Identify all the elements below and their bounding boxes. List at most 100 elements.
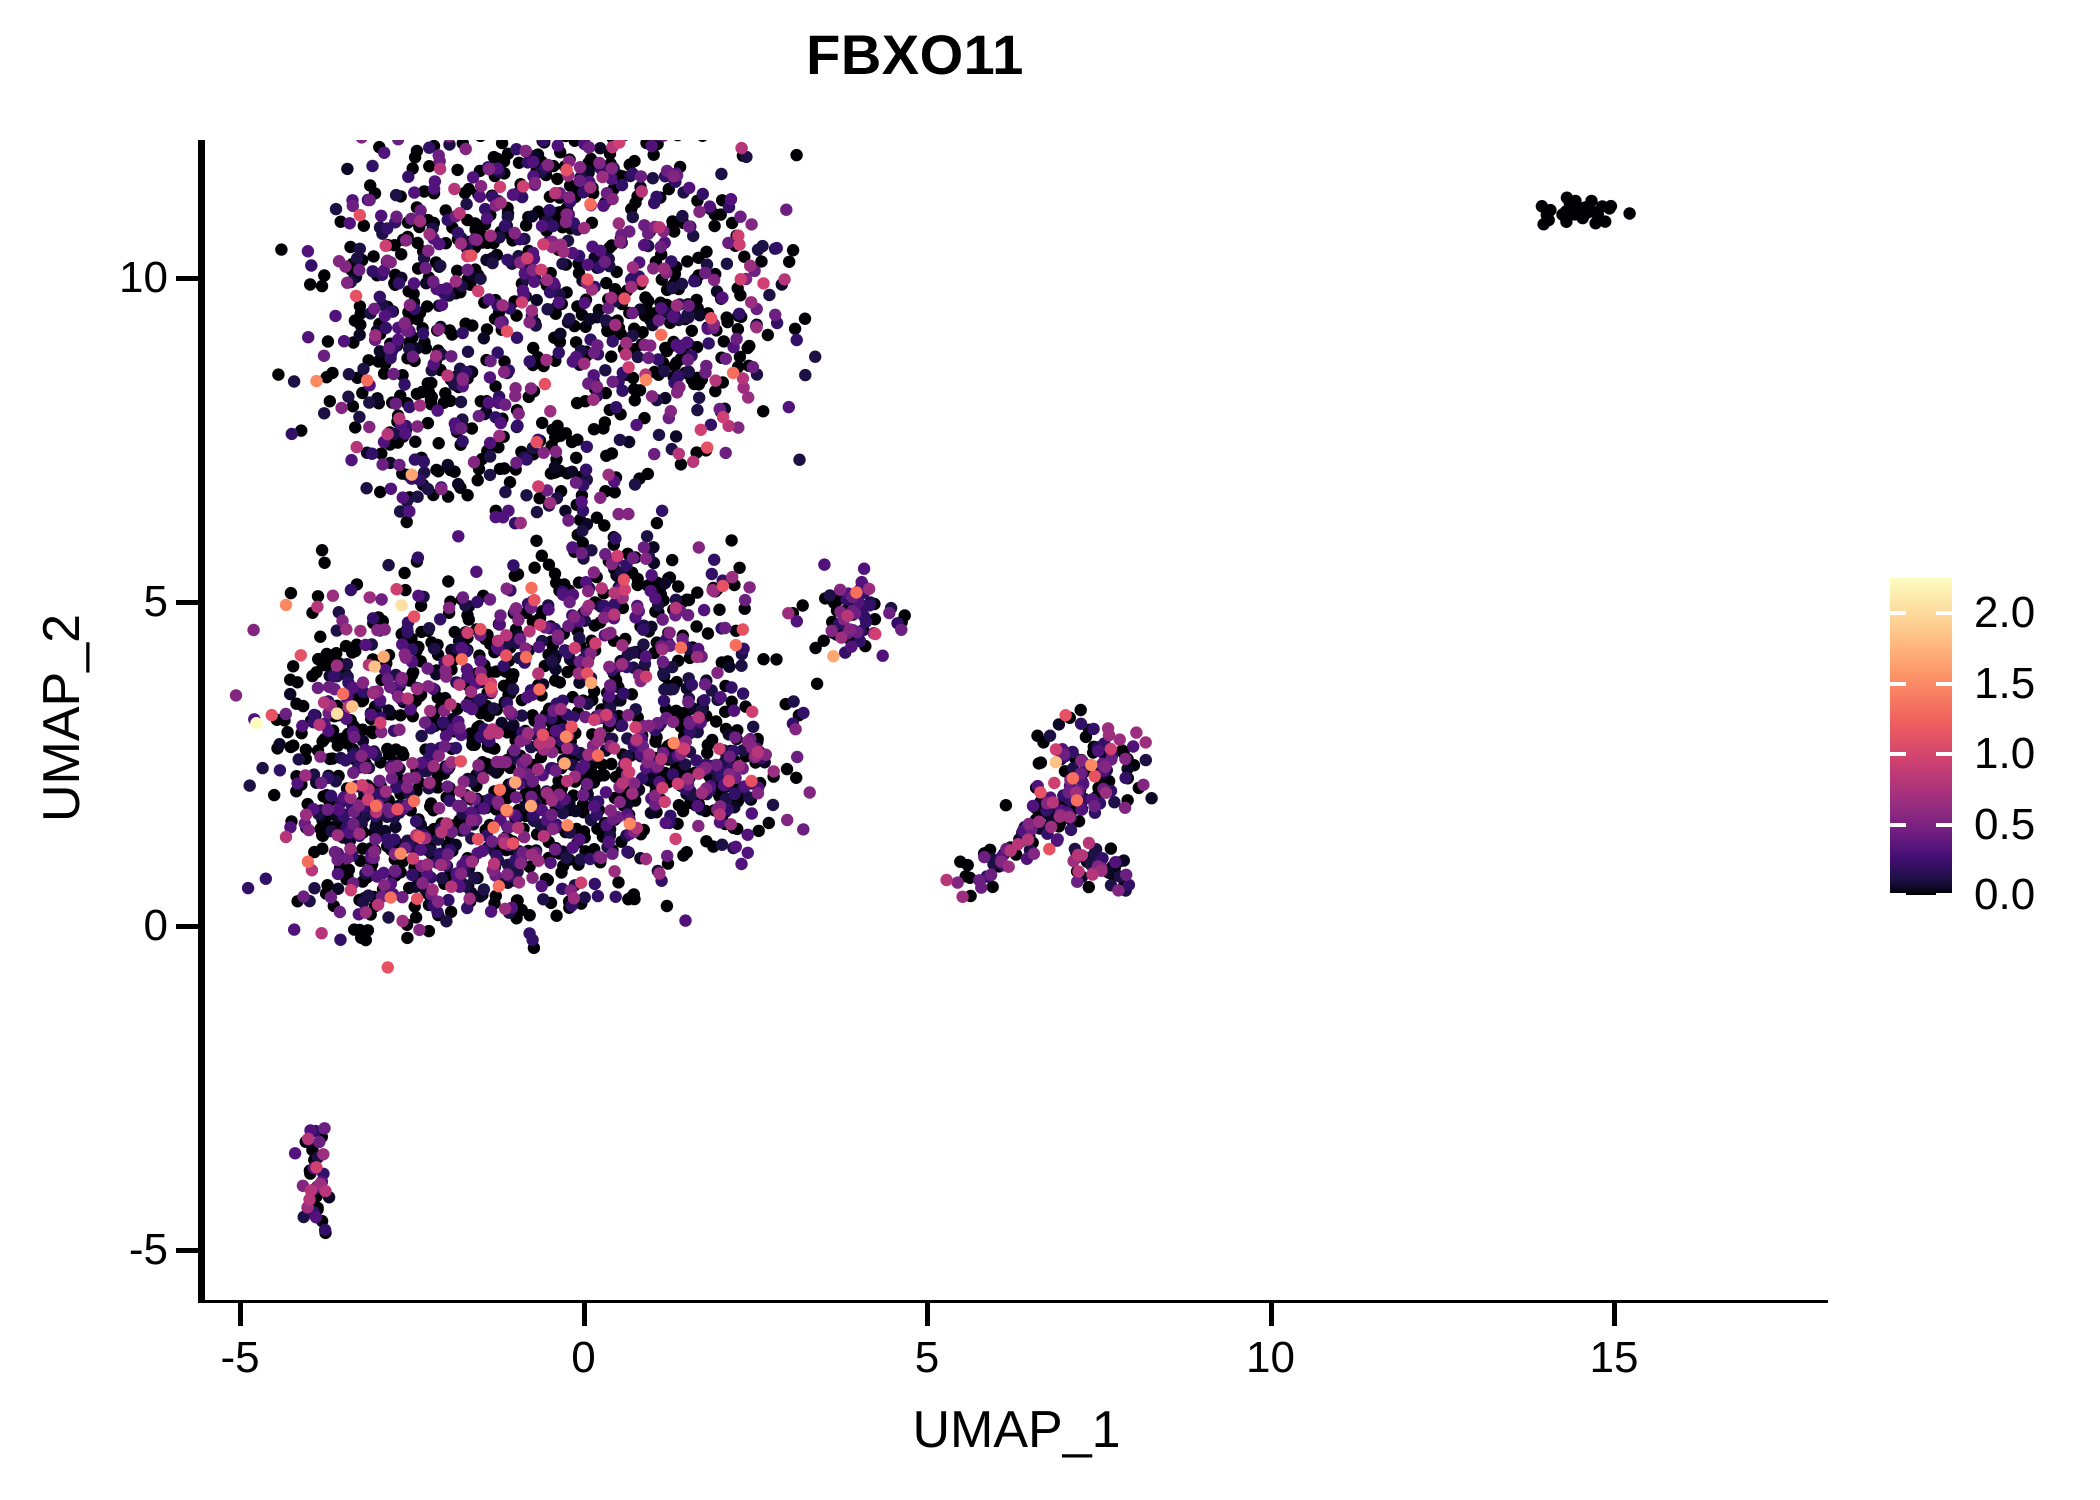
scatter-point: [304, 278, 317, 291]
scatter-point: [649, 798, 662, 811]
page-title: FBXO11: [806, 23, 1024, 86]
scatter-point: [984, 868, 998, 881]
scatter-point: [396, 638, 409, 651]
scatter-point: [532, 667, 545, 680]
scatter-point: [331, 867, 345, 881]
scatter-point: [470, 233, 483, 247]
scatter-point: [656, 643, 669, 656]
scatter-point: [606, 335, 619, 348]
scatter-point: [628, 478, 642, 491]
scatter-point: [602, 468, 615, 481]
scatter-point: [537, 238, 550, 251]
scatter-point: [584, 181, 597, 194]
scatter-point: [626, 210, 639, 224]
scatter-point: [790, 771, 803, 784]
scatter-point: [537, 446, 550, 459]
scatter-point: [494, 196, 507, 209]
scatter-point: [726, 366, 740, 380]
scatter-point: [621, 649, 634, 662]
scatter-point: [445, 350, 458, 363]
scatter-point: [676, 209, 689, 223]
scatter-point: [493, 783, 506, 796]
scatter-point: [422, 924, 436, 938]
scatter-point: [510, 331, 524, 344]
scatter-point: [766, 798, 780, 812]
scatter-point: [284, 586, 298, 600]
scatter-point: [1052, 718, 1066, 731]
x-axis-label: UMAP_1: [912, 1401, 1121, 1459]
scatter-point: [690, 650, 704, 664]
y-tick-mark: [176, 924, 199, 929]
scatter-point: [1031, 729, 1044, 742]
scatter-point: [724, 818, 737, 831]
scatter-point: [535, 219, 549, 233]
scatter-point: [378, 663, 392, 676]
scatter-point: [574, 853, 587, 866]
scatter-point: [736, 687, 750, 700]
scatter-point: [548, 567, 562, 580]
scatter-point: [668, 225, 681, 238]
colorbar-tick-mark: [1890, 681, 1906, 686]
scatter-point: [401, 626, 414, 639]
scatter-point: [687, 455, 700, 468]
scatter-point: [669, 430, 683, 443]
scatter-point: [483, 371, 497, 384]
scatter-point: [320, 371, 333, 384]
scatter-point: [471, 474, 484, 487]
scatter-point: [396, 914, 409, 928]
scatter-point: [241, 881, 255, 895]
scatter-point: [299, 743, 313, 756]
scatter-point: [1064, 823, 1078, 837]
scatter-point: [442, 575, 455, 588]
y-tick-mark: [176, 276, 199, 281]
scatter-point: [395, 599, 408, 612]
scatter-point: [514, 632, 527, 646]
scatter-point: [693, 205, 706, 218]
scatter-point: [401, 781, 414, 794]
scatter-point: [435, 482, 448, 496]
scatter-point: [509, 602, 523, 615]
scatter-point: [559, 730, 573, 743]
scatter-point: [1604, 199, 1618, 213]
scatter-point: [331, 882, 345, 895]
scatter-point: [344, 791, 357, 804]
scatter-point: [1051, 833, 1064, 846]
scatter-point: [555, 866, 568, 879]
scatter-point: [606, 847, 619, 860]
scatter-point: [460, 197, 473, 211]
scatter-point: [587, 346, 601, 359]
scatter-point: [711, 666, 724, 679]
scatter-point: [379, 785, 393, 798]
scatter-point: [576, 788, 590, 802]
scatter-point: [648, 447, 661, 461]
scatter-point: [713, 808, 726, 821]
scatter-point: [640, 530, 654, 543]
scatter-point: [335, 401, 348, 415]
scatter-point: [310, 1161, 323, 1174]
scatter-point: [448, 182, 461, 196]
scatter-point: [616, 639, 629, 652]
scatter-point: [685, 324, 698, 337]
scatter-point: [323, 395, 336, 408]
scatter-point: [371, 623, 384, 637]
scatter-point: [536, 416, 549, 430]
scatter-point: [414, 204, 427, 217]
scatter-point: [311, 681, 325, 695]
scatter-point: [810, 677, 824, 690]
scatter-point: [304, 1184, 318, 1197]
scatter-point: [578, 221, 591, 235]
scatter-point: [432, 437, 445, 450]
scatter-point: [1049, 756, 1062, 769]
colorbar-tick-mark: [1890, 893, 1906, 897]
scatter-point: [402, 170, 415, 183]
scatter-point: [415, 729, 428, 743]
scatter-point: [284, 673, 297, 686]
scatter-point: [551, 172, 564, 186]
scatter-point: [498, 219, 512, 233]
scatter-point: [728, 787, 741, 800]
scatter-point: [431, 905, 444, 919]
scatter-point: [385, 762, 398, 775]
scatter-point: [527, 341, 540, 355]
scatter-point: [666, 660, 679, 674]
scatter-point: [690, 754, 703, 767]
